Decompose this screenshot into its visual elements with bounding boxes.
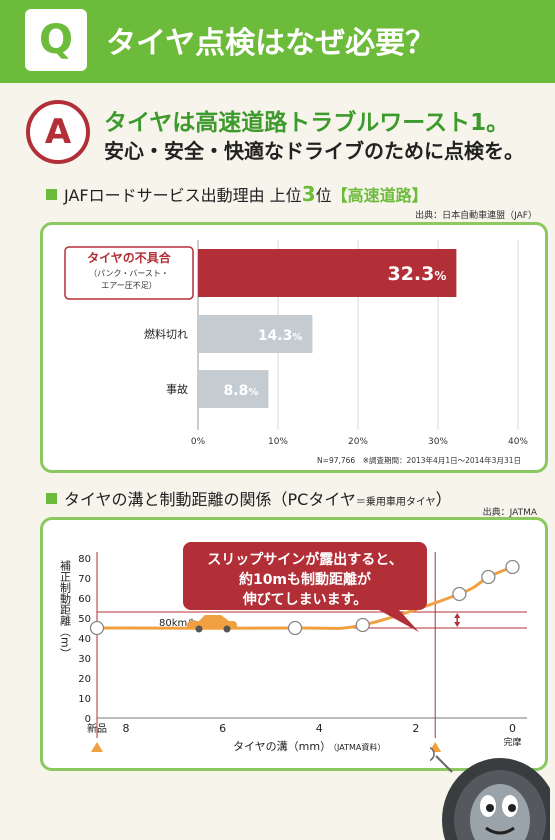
x-tick-label: 20% <box>348 437 368 447</box>
bar <box>198 249 457 297</box>
section2-marker <box>46 493 57 504</box>
x-axis-label: タイヤの溝（mm） <box>233 740 331 753</box>
bar-value-unit: % <box>248 387 258 398</box>
section2-title: タイヤの溝と制動距離の関係（PCタイヤ＝乗用車用タイヤ） <box>64 486 452 510</box>
callout-bubble <box>183 542 427 632</box>
y-tick-label: 0 <box>85 714 91 725</box>
category-label: 燃料切れ <box>144 327 188 341</box>
car-wheel-icon <box>195 625 203 633</box>
y-tick-label: 70 <box>78 574 91 585</box>
bar-value-label: 32.3% <box>387 263 446 285</box>
answer-badge: A <box>26 100 90 164</box>
question-badge: Q <box>25 9 87 71</box>
chart2-panel: 0 10 20 30 40 50 60 70 80 8 6 4 2 0 80km/h スリップサインが露出する… <box>40 517 548 771</box>
car-icon <box>187 615 237 629</box>
y-tick-label: 50 <box>78 614 91 625</box>
x-tick-label: 2 <box>412 722 419 735</box>
section2-title-pre: タイヤの溝と制動距離の関係（PCタイヤ <box>64 490 356 509</box>
bar-value-label: 14.3% <box>258 328 303 344</box>
tire-mascot-illustration <box>430 746 550 840</box>
chart-footnote: N=97,766 ※調査期間：2013年4月1日～2014年3月31日 <box>317 455 521 465</box>
answer-headline: タイヤは高速道路トラブルワースト1。 <box>104 110 510 136</box>
car-wheel-icon <box>223 625 231 633</box>
chart1-panel: 0% 10% 20% 30% 40% 32.3% タイヤの不具合 （パンク・バースト・ エアー圧… <box>40 222 548 473</box>
worn-tire-label: 完摩 <box>503 736 521 748</box>
section1-title-highlight: 【高速道路】 <box>331 186 428 205</box>
y-tick-label: 40 <box>78 634 91 645</box>
section1-title: JAFロードサービス出動理由 上位3位【高速道路】 <box>64 182 428 206</box>
section1-marker <box>46 189 57 200</box>
x-tick-label: 6 <box>219 722 226 735</box>
chart1-svg: 0% 10% 20% 30% 40% 32.3% タイヤの不具合 （パンク・バースト・エアー圧… <box>64 240 528 465</box>
category-label: 事故 <box>166 382 188 396</box>
category-sublabel: （パンク・バースト・ <box>89 269 169 278</box>
y-tick-label: 20 <box>78 674 91 685</box>
data-point <box>452 586 467 602</box>
x-tick-label: 30% <box>428 437 448 447</box>
arrow-head-down <box>454 622 461 627</box>
x-tick-label: 10% <box>268 437 288 447</box>
data-point <box>355 617 370 633</box>
section1-title-pre: JAFロードサービス出動理由 上位 <box>64 186 302 205</box>
data-point <box>505 559 520 575</box>
section1-title-rank: 3 <box>301 182 316 206</box>
section1-title-mid: 位 <box>315 186 332 205</box>
y-tick-label: 60 <box>78 594 91 605</box>
section2-title-post: ） <box>435 490 452 509</box>
category-sublabel: エアー圧不足） <box>101 281 157 290</box>
data-point <box>481 569 496 585</box>
bar-value-label: 8.8% <box>224 383 259 399</box>
data-point <box>89 620 105 636</box>
x-axis-label-note: （JATMA資料） <box>329 742 385 752</box>
y-tick-label: 10 <box>78 694 91 705</box>
answer-subline: 安心・安全・快適なドライブのために点検を。 <box>104 139 524 163</box>
section2-title-small: ＝乗用車用タイヤ <box>355 497 436 508</box>
x-tick-label: 40% <box>508 437 528 447</box>
category-label: タイヤの不具合 <box>87 250 172 265</box>
bar <box>198 315 313 353</box>
question-text: タイヤ点検はなぜ必要？ <box>106 26 436 61</box>
section1-source: 出典：日本自動車連盟（JAF） <box>415 211 537 221</box>
bar-value-unit: % <box>434 269 446 283</box>
x-tick-label: 8 <box>122 722 129 735</box>
callout-text: 伸びてしまいます。 <box>242 591 368 608</box>
arrow-head-up <box>454 613 461 618</box>
callout-text: 約10mも制動距離が <box>239 571 372 588</box>
speed-label: 80km/h <box>159 618 197 629</box>
x-tick-label: 0 <box>509 722 516 735</box>
bar-value-unit: % <box>292 332 302 343</box>
y-tick-label: 80 <box>78 554 91 565</box>
x-tick-label: 0% <box>191 437 206 447</box>
callout-text: スリップサインが露出すると、 <box>207 551 402 568</box>
bar <box>198 370 269 408</box>
new-tire-label: 新品 <box>87 722 107 735</box>
x-tick-label: 4 <box>316 722 323 735</box>
section2-source: 出典：JATMA <box>482 508 537 518</box>
new-tire-triangle <box>91 742 103 752</box>
y-axis-label: 補正制動距離（m） <box>59 560 72 659</box>
y-tick-label: 30 <box>78 654 91 665</box>
data-point <box>287 620 303 636</box>
question-banner: Q タイヤ点検はなぜ必要？ <box>0 0 555 83</box>
highlight-category-frame <box>64 246 194 300</box>
